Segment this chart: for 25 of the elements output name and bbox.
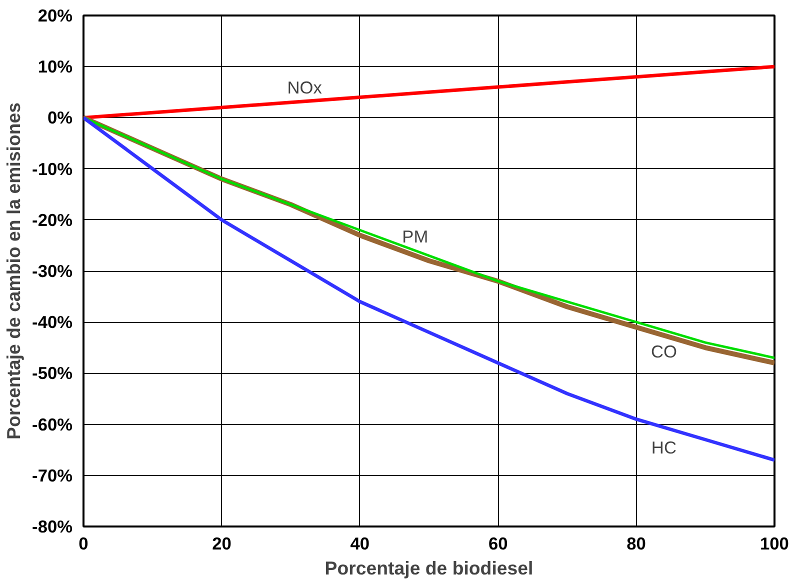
series-label: PM — [402, 226, 428, 247]
line-series — [84, 116, 774, 462]
x-tick-label: 20 — [212, 534, 232, 554]
x-tick-label: 40 — [350, 534, 370, 554]
series-label: NOx — [287, 77, 322, 98]
x-tick-label: 80 — [626, 534, 646, 554]
y-tick-label: -40% — [32, 312, 72, 332]
series-label: HC — [651, 437, 676, 458]
y-tick-label: -70% — [32, 465, 72, 486]
y-tick-label: -60% — [32, 414, 72, 434]
y-tick-label: -10% — [32, 158, 72, 179]
y-axis-title: Porcentaje de cambio en la emisiones — [3, 102, 24, 440]
y-tick-label: -50% — [32, 363, 72, 384]
line-series — [84, 64, 774, 120]
x-tick-label: 100 — [760, 534, 789, 554]
x-tick-label: 0 — [78, 534, 88, 554]
y-tick-label: -80% — [32, 516, 72, 536]
series-label: CO — [650, 341, 677, 362]
y-tick-label: 0% — [47, 108, 72, 128]
x-axis-title: Porcentaje de biodiesel — [324, 558, 534, 578]
y-tick-label: -20% — [32, 210, 72, 230]
y-tick-label: 10% — [38, 56, 73, 77]
y-tick-label: -30% — [32, 261, 72, 281]
x-tick-label: 60 — [488, 534, 508, 554]
y-tick-label: 20% — [38, 6, 73, 26]
